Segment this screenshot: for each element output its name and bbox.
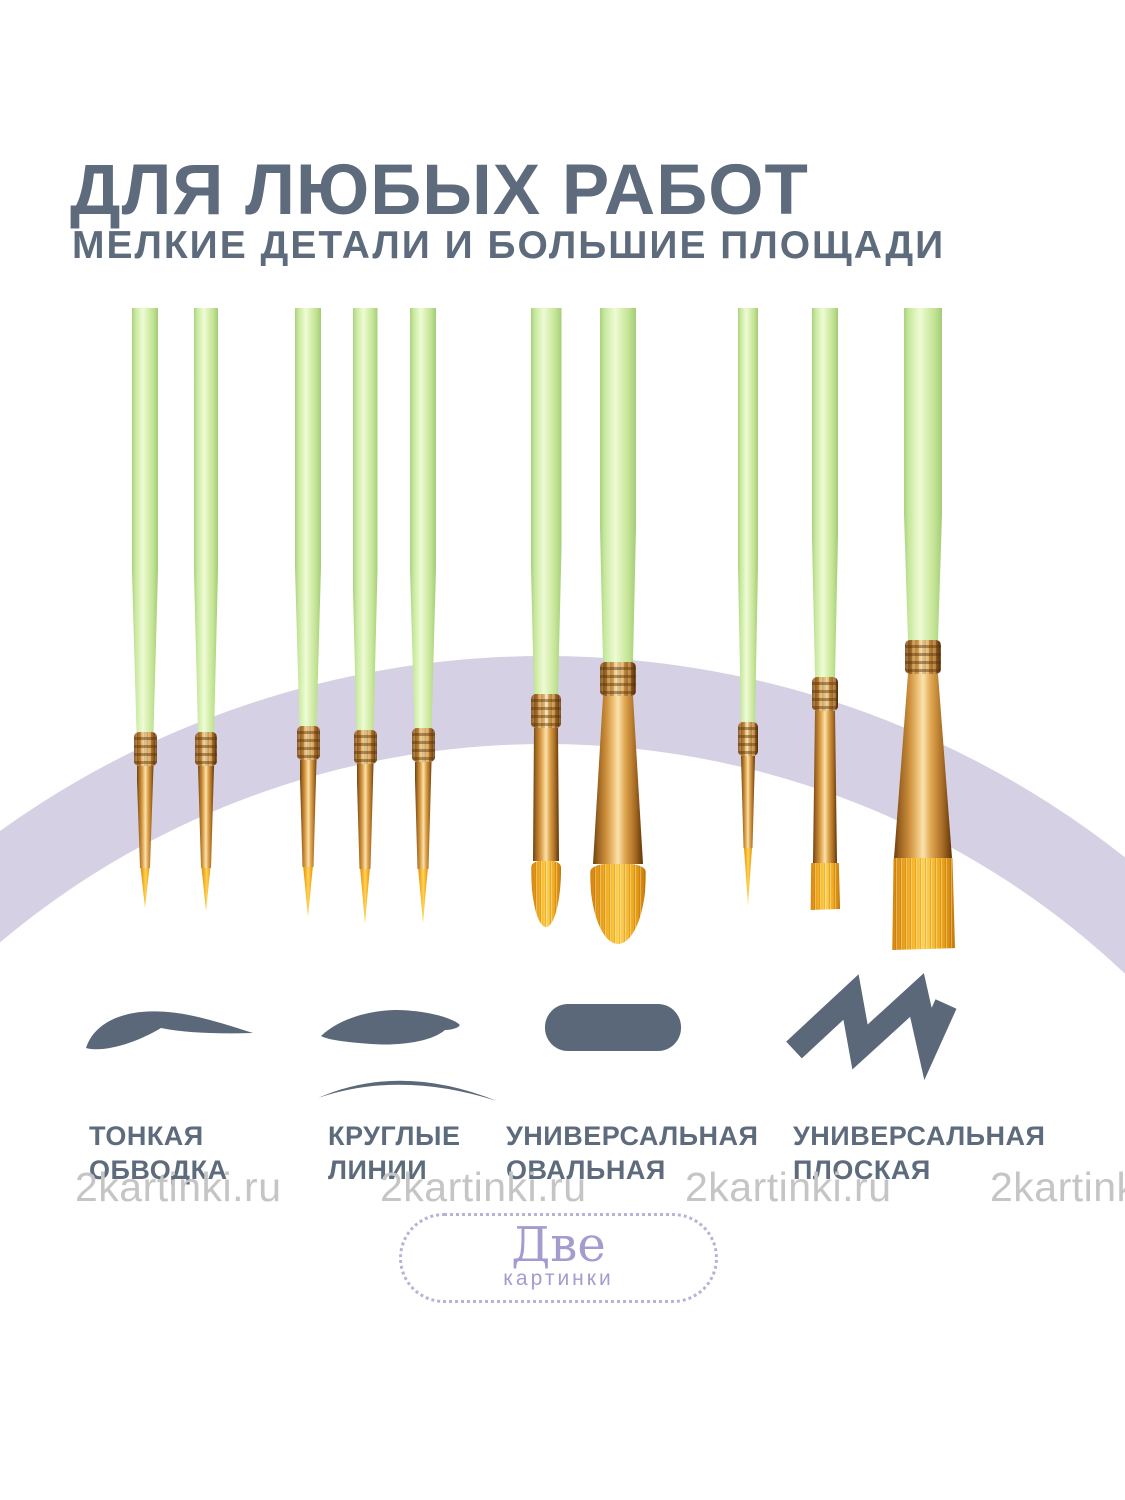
label-line: ПЛОСКАЯ	[793, 1155, 931, 1185]
brush-handle	[904, 308, 942, 640]
page-title: ДЛЯ ЛЮБЫХ РАБОТ	[70, 151, 809, 230]
brush-bristles	[892, 858, 955, 950]
brush-bristles	[744, 848, 752, 905]
label-line: ОБВОДКА	[89, 1155, 228, 1185]
brand-name: Две	[511, 1216, 606, 1273]
brush-ferrule	[136, 766, 154, 868]
brush-bristles	[360, 869, 370, 924]
brush-ferrule-crimp	[531, 694, 561, 728]
brush-ferrule-crimp	[411, 728, 435, 762]
brush-ferrule	[356, 764, 374, 869]
brush-ferrule-crimp	[812, 677, 838, 711]
brush-ferrule-crimp	[738, 722, 758, 756]
label-line: УНИВЕРСАЛЬНАЯ	[793, 1121, 1046, 1151]
brush-ferrule-crimp	[905, 640, 941, 674]
label-thin-outline: ТОНКАЯ ОБВОДКА	[89, 1119, 228, 1187]
brush-ferrule	[299, 760, 317, 867]
brush-handle	[812, 308, 838, 677]
brush-bristles	[531, 861, 561, 927]
brush-ferrule-crimp	[353, 730, 377, 764]
watermark: 2kartinki.ru	[75, 1164, 282, 1210]
brush-handle	[530, 308, 562, 694]
brush-ferrule	[533, 728, 559, 861]
brush-handle	[738, 308, 758, 722]
brush-2-thin-round-liner	[194, 308, 218, 911]
label-universal-flat: УНИВЕРСАЛЬНАЯ ПЛОСКАЯ	[793, 1119, 1045, 1187]
brush-8-small-round	[738, 308, 758, 905]
brush-ferrule	[593, 696, 643, 864]
brush-ferrule	[198, 766, 214, 868]
brush-bristles	[303, 867, 313, 917]
brush-ferrule-crimp	[195, 732, 217, 766]
page-subtitle: МЕЛКИЕ ДЕТАЛИ И БОЛЬШИЕ ПЛОЩАДИ	[72, 224, 946, 267]
label-line: УНИВЕРСАЛЬНАЯ	[506, 1121, 759, 1151]
label-line: ТОНКАЯ	[89, 1121, 204, 1151]
brand-subname: картинки	[503, 1267, 614, 1291]
label-line: ЛИНИИ	[328, 1155, 428, 1185]
brush-5-round	[410, 308, 436, 923]
brush-handle	[295, 308, 321, 726]
brush-4-round	[352, 308, 378, 924]
brush-ferrule	[741, 756, 755, 848]
brush-handle	[132, 308, 158, 732]
brush-ferrule-crimp	[600, 662, 636, 696]
brush-bristles	[140, 868, 150, 908]
brush-bristles	[810, 863, 840, 910]
brush-bristles	[590, 864, 646, 944]
label-round-lines: КРУГЛЫЕ ЛИНИИ	[328, 1119, 460, 1187]
brush-ferrule-crimp	[133, 732, 157, 766]
brush-ferrule	[813, 711, 837, 863]
brush-handle	[194, 308, 218, 732]
brand-logo: Две картинки	[399, 1213, 718, 1303]
watermark: 2kartinki.ru	[990, 1164, 1125, 1210]
brush-3-round	[295, 308, 321, 917]
brush-10-large-flat	[891, 308, 955, 950]
label-universal-oval: УНИВЕРСАЛЬНАЯ ОВАЛЬНАЯ	[506, 1119, 758, 1187]
brush-ferrule-crimp	[296, 726, 320, 760]
brush-bristles	[418, 869, 428, 923]
brush-9-small-flat	[810, 308, 840, 910]
brush-bristles	[201, 868, 211, 911]
brush-7-large-filbert	[590, 308, 646, 944]
brush-1-thin-round-liner	[132, 308, 158, 908]
brush-ferrule	[894, 674, 952, 858]
label-line: КРУГЛЫЕ	[328, 1121, 461, 1151]
watermark: 2kartinki.ru	[685, 1164, 892, 1210]
brush-handle	[352, 308, 378, 730]
brush-handle	[410, 308, 436, 728]
watermark: 2kartinki.ru	[380, 1164, 587, 1210]
brush-6-small-filbert	[530, 308, 562, 927]
brush-ferrule	[414, 762, 432, 869]
label-line: ОВАЛЬНАЯ	[506, 1155, 666, 1185]
brush-handle	[600, 308, 636, 662]
